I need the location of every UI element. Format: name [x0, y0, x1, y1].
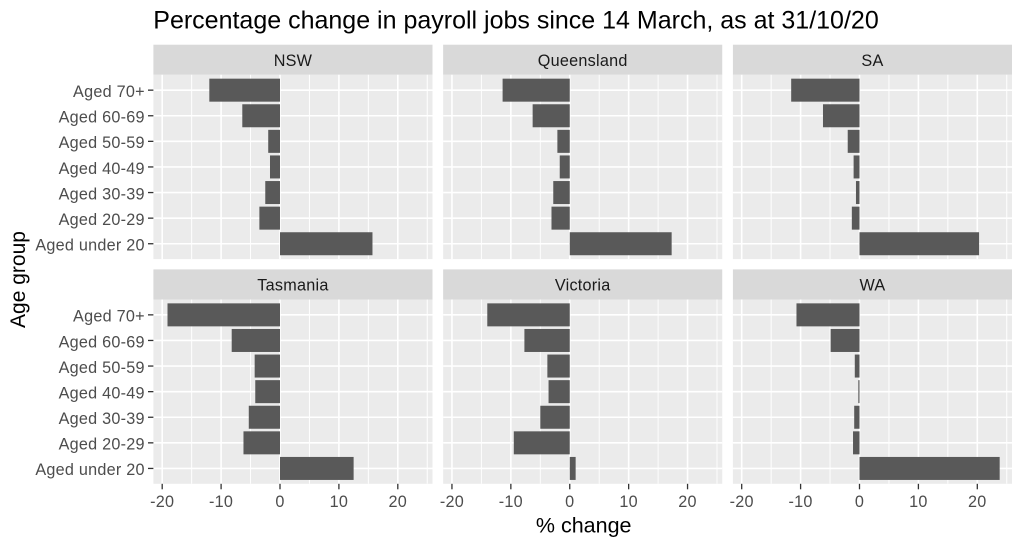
svg-text:Aged 20-29: Aged 20-29 — [59, 211, 145, 229]
svg-text:10: 10 — [619, 493, 638, 511]
svg-text:-20: -20 — [730, 493, 754, 511]
svg-text:WA: WA — [859, 276, 885, 294]
svg-text:SA: SA — [861, 52, 883, 70]
svg-text:% change: % change — [536, 514, 632, 538]
svg-text:0: 0 — [275, 493, 284, 511]
svg-text:Aged 60-69: Aged 60-69 — [59, 333, 145, 351]
svg-text:Aged 40-49: Aged 40-49 — [59, 160, 145, 178]
svg-text:0: 0 — [565, 493, 574, 511]
svg-text:20: 20 — [678, 493, 697, 511]
svg-text:NSW: NSW — [274, 52, 313, 70]
svg-text:Aged 70+: Aged 70+ — [73, 308, 145, 326]
svg-text:Victoria: Victoria — [555, 276, 611, 294]
svg-text:Queensland: Queensland — [538, 52, 628, 70]
svg-text:-20: -20 — [150, 493, 174, 511]
svg-text:-10: -10 — [499, 493, 523, 511]
svg-text:Aged under 20: Aged under 20 — [35, 461, 144, 479]
svg-text:Aged 30-39: Aged 30-39 — [59, 185, 145, 203]
svg-text:Aged 60-69: Aged 60-69 — [59, 109, 145, 127]
svg-text:20: 20 — [389, 493, 408, 511]
svg-text:20: 20 — [968, 493, 987, 511]
svg-text:Aged 50-59: Aged 50-59 — [59, 134, 145, 152]
svg-text:Aged 30-39: Aged 30-39 — [59, 410, 145, 428]
svg-text:-20: -20 — [440, 493, 464, 511]
svg-text:Percentage change in payroll j: Percentage change in payroll jobs since … — [153, 6, 878, 34]
svg-text:Aged 70+: Aged 70+ — [73, 83, 145, 101]
svg-text:Age group: Age group — [7, 231, 30, 328]
svg-text:Aged 40-49: Aged 40-49 — [59, 384, 145, 402]
svg-text:-10: -10 — [789, 493, 813, 511]
svg-text:Aged 50-59: Aged 50-59 — [59, 359, 145, 377]
svg-text:Tasmania: Tasmania — [257, 276, 328, 294]
svg-text:10: 10 — [909, 493, 928, 511]
svg-text:Aged 20-29: Aged 20-29 — [59, 436, 145, 454]
svg-text:10: 10 — [330, 493, 349, 511]
svg-text:0: 0 — [855, 493, 864, 511]
svg-text:-10: -10 — [209, 493, 233, 511]
svg-text:Aged under 20: Aged under 20 — [35, 237, 144, 255]
